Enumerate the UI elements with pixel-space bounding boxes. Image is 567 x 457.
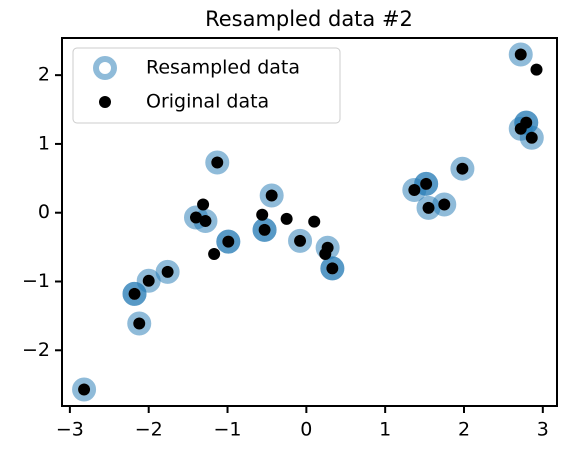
x-tick-label: −2 xyxy=(135,419,163,441)
ring-point xyxy=(414,171,439,196)
dot-point xyxy=(280,212,293,225)
dot-point xyxy=(514,48,527,61)
dot-point xyxy=(133,317,146,330)
x-tick-label: 1 xyxy=(379,419,391,441)
chart-title: Resampled data #2 xyxy=(205,7,413,31)
dot-point xyxy=(321,241,334,254)
ring-point xyxy=(259,183,284,208)
dot-point xyxy=(199,214,212,227)
x-tick-label: 2 xyxy=(458,419,470,441)
legend-box xyxy=(72,47,341,124)
ring-point xyxy=(205,150,230,175)
ring-point xyxy=(252,217,277,242)
dot-point xyxy=(265,189,278,202)
dot-point xyxy=(222,235,235,248)
plot-frame xyxy=(61,37,558,407)
dot-point xyxy=(308,215,321,228)
dot-point xyxy=(408,184,421,197)
ring-point xyxy=(320,256,345,281)
dot-point xyxy=(520,116,533,129)
ring-point xyxy=(93,56,117,80)
ring-point xyxy=(122,281,147,306)
dot-point xyxy=(530,63,543,76)
dot-point xyxy=(456,162,469,175)
ring-point xyxy=(450,156,475,181)
ring-point xyxy=(519,125,544,150)
dot-point xyxy=(256,208,269,221)
dot-point xyxy=(525,131,538,144)
dot-point xyxy=(438,198,451,211)
dot-point xyxy=(258,223,271,236)
x-tick-label: −3 xyxy=(56,419,84,441)
y-tick-label: 1 xyxy=(38,132,50,154)
dot-point xyxy=(326,262,339,275)
dot-point xyxy=(420,177,433,190)
dot-point xyxy=(99,96,111,108)
ring-point xyxy=(72,377,97,402)
dot-point xyxy=(128,287,141,300)
x-tick-label: −1 xyxy=(214,419,242,441)
ring-point xyxy=(216,229,241,254)
ring-point xyxy=(136,268,161,293)
dot-point xyxy=(211,156,224,169)
dot-point xyxy=(294,234,307,247)
dot-point xyxy=(197,198,210,211)
x-tick-label: 0 xyxy=(300,419,312,441)
legend-label: Original data xyxy=(146,91,269,113)
dot-point xyxy=(422,201,435,214)
legend-label: Resampled data xyxy=(146,57,300,79)
ring-point xyxy=(127,311,152,336)
y-tick-label: 2 xyxy=(38,64,50,86)
dot-point xyxy=(161,265,174,278)
y-tick-label: 0 xyxy=(38,201,50,223)
ring-point xyxy=(508,42,533,67)
ring-point xyxy=(288,228,313,253)
x-tick-label: 3 xyxy=(537,419,549,441)
y-tick-label: −2 xyxy=(22,339,50,361)
dot-point xyxy=(208,247,221,260)
y-tick-label: −1 xyxy=(22,270,50,292)
dot-point xyxy=(78,383,91,396)
ring-point xyxy=(432,192,457,217)
ring-point xyxy=(155,259,180,284)
dot-point xyxy=(189,211,202,224)
dot-point xyxy=(142,274,155,287)
